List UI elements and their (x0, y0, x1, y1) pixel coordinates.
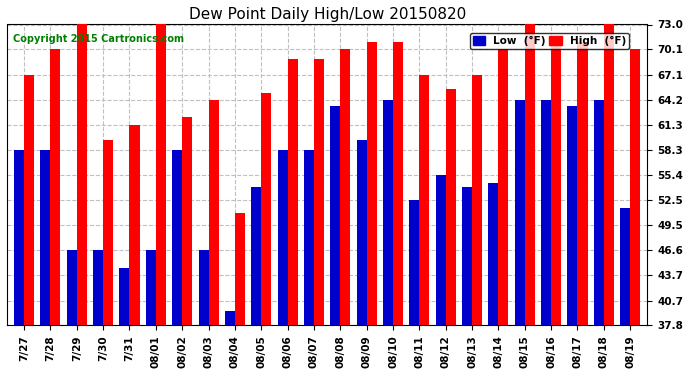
Bar (77, 24, 87, 326)
Bar (251, 187, 262, 326)
Bar (235, 213, 245, 326)
Bar (541, 100, 551, 326)
Bar (435, 175, 446, 326)
Title: Dew Point Daily High/Low 20150820: Dew Point Daily High/Low 20150820 (188, 7, 466, 22)
Bar (331, 106, 340, 326)
Text: Copyright 2015 Cartronics.com: Copyright 2015 Cartronics.com (13, 33, 184, 44)
Bar (67, 250, 77, 326)
Bar (630, 49, 640, 326)
Bar (24, 75, 34, 326)
Bar (525, 24, 535, 326)
Bar (225, 311, 235, 326)
Bar (288, 59, 297, 326)
Bar (277, 150, 288, 326)
Bar (103, 140, 113, 326)
Bar (393, 42, 403, 326)
Bar (366, 42, 377, 326)
Bar (14, 150, 24, 326)
Bar (567, 106, 578, 326)
Bar (578, 42, 587, 326)
Bar (489, 183, 498, 326)
Bar (604, 24, 614, 326)
Bar (357, 140, 366, 326)
Bar (472, 75, 482, 326)
Bar (594, 100, 604, 326)
Bar (446, 88, 455, 326)
Bar (462, 187, 472, 326)
Bar (620, 209, 630, 326)
Bar (130, 124, 139, 326)
Bar (199, 250, 208, 326)
Bar (304, 150, 314, 326)
Bar (262, 93, 271, 326)
Bar (41, 150, 50, 326)
Bar (383, 100, 393, 326)
Bar (182, 117, 193, 326)
Bar (314, 59, 324, 326)
Bar (156, 24, 166, 326)
Bar (93, 250, 103, 326)
Bar (172, 150, 182, 326)
Bar (208, 100, 219, 326)
Bar (515, 100, 525, 326)
Bar (409, 200, 420, 326)
Bar (119, 268, 130, 326)
Bar (420, 75, 429, 326)
Bar (551, 42, 561, 326)
Bar (498, 49, 509, 326)
Legend: Low  (°F), High  (°F): Low (°F), High (°F) (469, 33, 629, 49)
Bar (146, 250, 156, 326)
Bar (340, 49, 351, 326)
Bar (50, 49, 61, 326)
